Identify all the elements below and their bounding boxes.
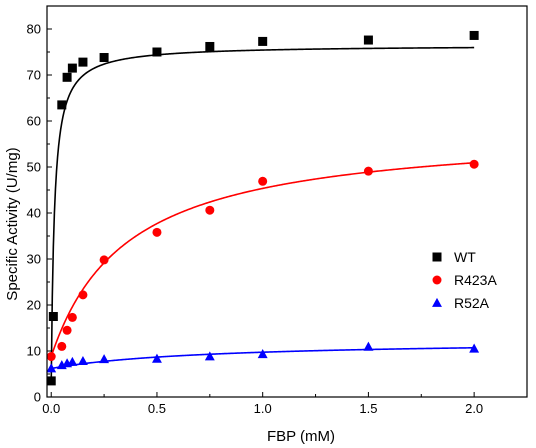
fit-curve-r423a xyxy=(50,161,475,357)
data-point-r423a xyxy=(363,166,373,176)
data-point-wt xyxy=(46,376,56,386)
data-point-r52a xyxy=(152,353,162,363)
data-point-wt xyxy=(469,30,479,40)
data-point-wt xyxy=(363,35,373,45)
x-tick-label: 1.0 xyxy=(254,401,272,416)
y-tick-label: 10 xyxy=(27,344,41,359)
data-point-wt xyxy=(67,63,77,73)
data-point-r52a xyxy=(46,363,57,373)
legend: WT R423A R52A xyxy=(432,249,497,311)
legend-label-r423a: R423A xyxy=(454,272,497,288)
plot-area xyxy=(46,30,480,386)
data-point-r423a xyxy=(62,325,72,335)
plot-frame xyxy=(46,5,528,398)
data-point-r423a xyxy=(46,352,56,362)
legend-label-r52a: R52A xyxy=(454,295,490,311)
data-point-r52a xyxy=(363,341,374,351)
data-point-wt xyxy=(258,36,268,46)
data-point-r52a xyxy=(67,356,78,366)
y-tick-label: 80 xyxy=(27,22,41,37)
data-point-r423a xyxy=(258,176,268,186)
data-point-wt xyxy=(57,100,67,110)
y-tick-label: 40 xyxy=(27,206,41,221)
data-point-r52a xyxy=(204,351,215,361)
data-point-r52a xyxy=(257,349,268,359)
y-tick-label: 70 xyxy=(27,68,41,83)
data-point-r423a xyxy=(57,341,67,351)
data-point-r423a xyxy=(205,205,215,215)
data-point-r423a xyxy=(78,290,88,300)
x-tick-label: 1.5 xyxy=(359,401,377,416)
y-tick-label: 30 xyxy=(27,252,41,267)
y-tick-label: 20 xyxy=(27,298,41,313)
axes-layer: 0.0 0.5 1.0 1.5 2.0 0 10 20 30 40 50 60 70 80 xyxy=(27,5,528,416)
legend-marker-wt xyxy=(432,252,442,262)
data-point-wt xyxy=(62,72,72,82)
legend-marker-r52a xyxy=(432,297,442,307)
x-tick-label: 0.5 xyxy=(148,401,166,416)
data-point-r423a xyxy=(152,227,162,237)
legend-label-wt: WT xyxy=(454,249,476,265)
y-axis-title: Specific Activity (U/mg) xyxy=(4,147,21,300)
data-point-wt xyxy=(78,57,88,67)
data-point-r52a xyxy=(469,343,480,353)
y-tick-label: 50 xyxy=(27,160,41,175)
data-point-wt xyxy=(152,47,162,57)
data-point-r423a xyxy=(469,159,479,169)
y-tick-label: 60 xyxy=(27,114,41,129)
fit-curve-wt xyxy=(50,46,475,381)
data-point-wt xyxy=(99,53,109,63)
x-tick-label: 2.0 xyxy=(465,401,483,416)
data-point-wt xyxy=(205,41,215,51)
x-axis-title: FBP (mM) xyxy=(267,428,335,445)
x-tick-label: 0.0 xyxy=(42,401,60,416)
data-point-wt xyxy=(48,312,58,321)
data-point-r423a xyxy=(99,255,109,265)
data-point-r52a xyxy=(99,354,110,364)
data-point-r423a xyxy=(67,312,77,322)
y-tick-label: 0 xyxy=(34,390,41,405)
legend-marker-r423a xyxy=(432,275,442,285)
data-point-r52a xyxy=(77,355,88,366)
